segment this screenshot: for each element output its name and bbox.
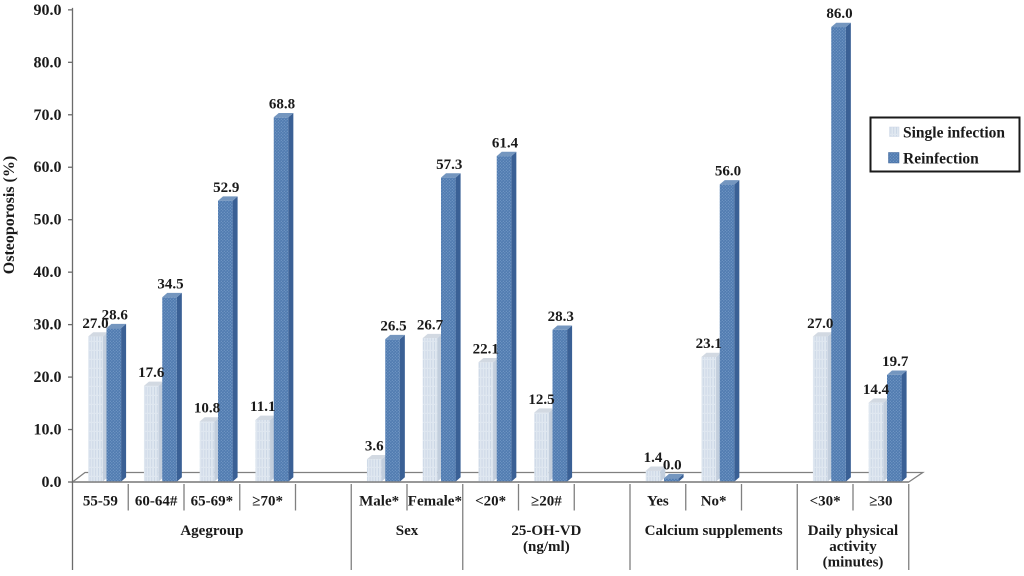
svg-text:56.0: 56.0: [715, 164, 741, 180]
svg-text:11.1: 11.1: [250, 399, 275, 415]
svg-text:57.3: 57.3: [436, 157, 462, 173]
svg-text:27.0: 27.0: [82, 316, 108, 332]
svg-text:34.5: 34.5: [157, 276, 183, 292]
svg-text:20.0: 20.0: [34, 369, 62, 386]
svg-text:Osteoporosis (%): Osteoporosis (%): [1, 156, 18, 274]
svg-text:70.0: 70.0: [34, 107, 62, 124]
svg-text:12.5: 12.5: [528, 392, 554, 408]
svg-text:Daily physical: Daily physical: [808, 523, 898, 539]
svg-text:<20*: <20*: [475, 494, 506, 510]
svg-text:Female*: Female*: [408, 494, 462, 510]
svg-text:1.4: 1.4: [644, 450, 663, 466]
svg-text:(ng/ml): (ng/ml): [523, 539, 570, 555]
svg-text:80.0: 80.0: [34, 54, 62, 71]
svg-text:Single infection: Single infection: [903, 125, 1005, 142]
svg-text:55-59: 55-59: [83, 494, 118, 510]
svg-text:10.0: 10.0: [34, 422, 62, 439]
svg-text:65-69*: 65-69*: [191, 494, 234, 510]
svg-text:0.0: 0.0: [663, 457, 682, 473]
svg-text:23.1: 23.1: [696, 336, 722, 352]
svg-text:61.4: 61.4: [492, 135, 519, 151]
svg-text:10.8: 10.8: [194, 401, 220, 417]
svg-text:≥70*: ≥70*: [252, 494, 283, 510]
svg-text:50.0: 50.0: [34, 212, 62, 229]
svg-text:52.9: 52.9: [213, 180, 239, 196]
svg-text:Reinfection: Reinfection: [903, 151, 979, 168]
svg-text:28.3: 28.3: [548, 309, 574, 325]
svg-text:Sex: Sex: [396, 523, 419, 539]
svg-text:Agegroup: Agegroup: [180, 523, 243, 539]
svg-text:28.6: 28.6: [102, 307, 129, 323]
svg-text:(minutes): (minutes): [823, 555, 884, 571]
svg-text:60.0: 60.0: [34, 159, 62, 176]
svg-text:Male*: Male*: [359, 494, 399, 510]
svg-text:14.4: 14.4: [863, 382, 890, 398]
svg-text:25-OH-VD: 25-OH-VD: [511, 523, 581, 539]
svg-text:Yes: Yes: [647, 494, 669, 510]
svg-text:90.0: 90.0: [34, 2, 62, 19]
svg-text:3.6: 3.6: [365, 439, 384, 455]
svg-text:68.8: 68.8: [269, 96, 295, 112]
svg-text:40.0: 40.0: [34, 264, 62, 281]
svg-text:60-64#: 60-64#: [135, 494, 178, 510]
svg-text:<30*: <30*: [810, 494, 841, 510]
svg-text:No*: No*: [701, 494, 727, 510]
svg-text:≥20#: ≥20#: [531, 494, 562, 510]
svg-text:0.0: 0.0: [42, 474, 62, 491]
svg-text:26.5: 26.5: [380, 318, 406, 334]
svg-text:≥30: ≥30: [869, 494, 892, 510]
svg-text:26.7: 26.7: [417, 317, 444, 333]
svg-text:activity: activity: [829, 539, 877, 555]
svg-text:30.0: 30.0: [34, 317, 62, 334]
svg-text:86.0: 86.0: [826, 6, 852, 22]
svg-text:Calcium supplements: Calcium supplements: [645, 523, 783, 539]
svg-text:17.6: 17.6: [138, 365, 165, 381]
svg-text:27.0: 27.0: [807, 316, 833, 332]
svg-text:22.1: 22.1: [473, 341, 499, 357]
svg-text:19.7: 19.7: [882, 354, 909, 370]
